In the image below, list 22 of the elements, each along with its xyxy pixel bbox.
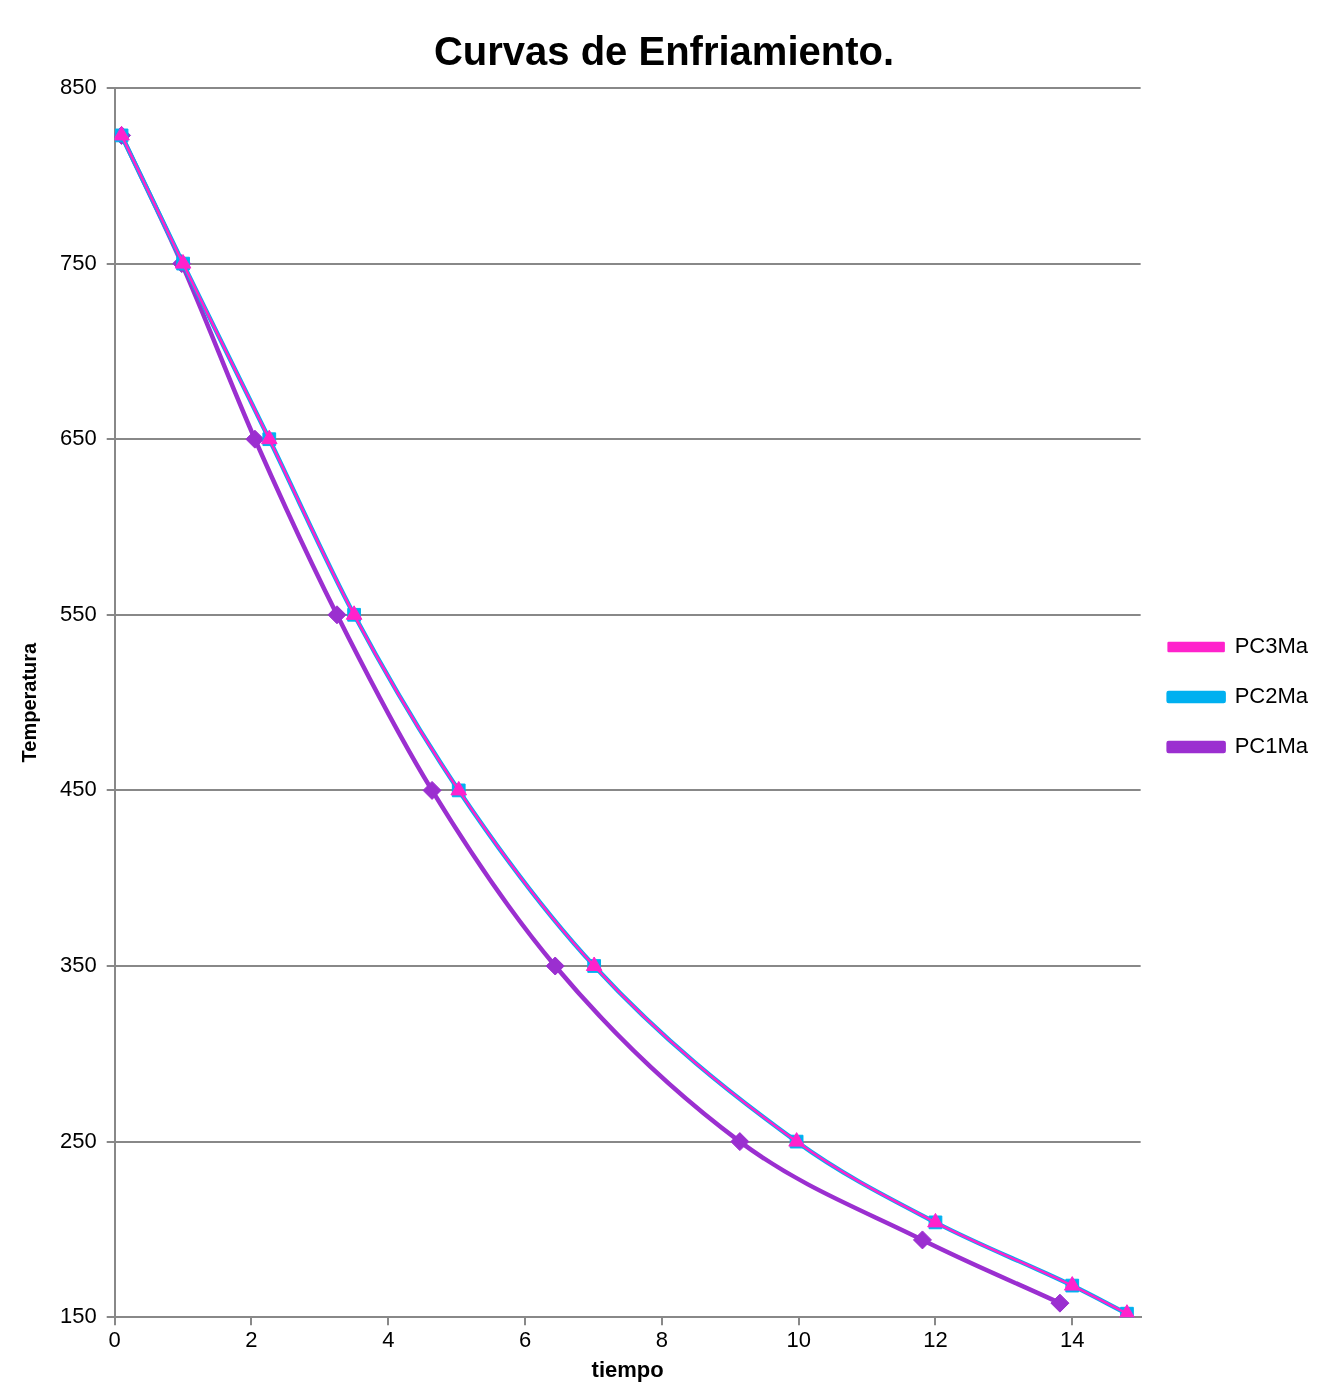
y-tick-label: 450 — [59, 776, 97, 802]
y-axis-title: Temperatura — [17, 641, 40, 763]
x-tick-label: 2 — [245, 1327, 258, 1353]
y-tick-label: 650 — [59, 425, 97, 451]
y-tick-label: 550 — [59, 600, 97, 626]
x-tick-label: 10 — [786, 1327, 811, 1353]
y-tick-label: 250 — [59, 1127, 97, 1153]
chart-title: Curvas de Enfriamiento. — [433, 29, 895, 74]
x-axis-title: tiempo — [591, 1356, 664, 1382]
y-tick-label: 350 — [59, 952, 97, 978]
x-tick-label: 12 — [923, 1327, 948, 1353]
y-tick-label: 150 — [59, 1303, 97, 1329]
x-tick-label: 14 — [1060, 1327, 1085, 1353]
x-tick-label: 4 — [382, 1327, 395, 1353]
x-tick-label: 0 — [108, 1327, 121, 1353]
y-tick-label: 850 — [59, 74, 97, 100]
y-tick-label: 750 — [59, 249, 97, 275]
legend-label: PC3Ma — [1234, 633, 1309, 659]
legend-label: PC2Ma — [1234, 683, 1309, 709]
x-tick-label: 8 — [655, 1327, 668, 1353]
legend-label: PC1Ma — [1234, 733, 1309, 759]
x-tick-label: 6 — [518, 1327, 532, 1353]
